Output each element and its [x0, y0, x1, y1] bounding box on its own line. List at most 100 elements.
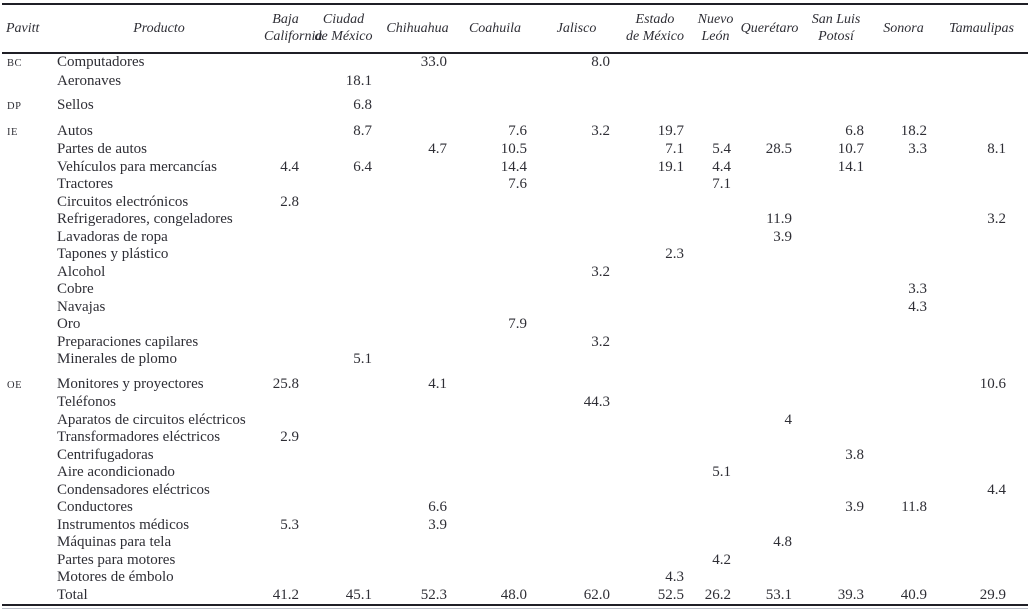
- product-name-cell: Motores de émbolo: [57, 569, 174, 586]
- value-cell: [307, 141, 380, 159]
- product-name-cell: Computadores: [57, 54, 145, 71]
- value-cell: [692, 369, 739, 395]
- table-row: Motores de émbolo 4.3: [2, 569, 1028, 587]
- product-name-cell: Instrumentos médicos: [57, 516, 190, 533]
- pavitt-code-cell: [2, 264, 54, 282]
- header-state-line: Coahuila: [468, 20, 522, 36]
- value-cell: [739, 176, 800, 194]
- value-cell: [380, 229, 455, 247]
- value-cell: [935, 517, 1028, 535]
- pavitt-product-table: Pavitt Producto Baja California Ciudad de M…: [2, 3, 1028, 607]
- header-state-line: San Luis: [811, 12, 861, 27]
- header-state-line: California: [264, 29, 323, 45]
- header-state-queretaro: Querétaro: [739, 4, 800, 55]
- value-cell: [535, 316, 618, 334]
- pavitt-code-cell: [2, 299, 54, 317]
- header-state-line: de México: [626, 29, 684, 45]
- product-name-cell: Centrifugadoras: [57, 446, 154, 463]
- product-name-cell: Tapones y plástico: [57, 246, 169, 263]
- table-body: BC Computadores 33.0 8.0 Aeronaves 18.1 DP Sell…: [2, 53, 1028, 607]
- value-cell: [618, 534, 692, 552]
- value-cell: [455, 229, 535, 247]
- value-cell: [935, 194, 1028, 212]
- value-cell: [872, 351, 935, 369]
- value-cell: [739, 552, 800, 570]
- value-cell: [692, 569, 739, 587]
- value-cell: [935, 229, 1028, 247]
- value-cell: [618, 499, 692, 517]
- value-cell: [800, 552, 872, 570]
- value-cell: [455, 534, 535, 552]
- value-cell: 4.7: [428, 141, 447, 158]
- header-state-tamaulipas: Tamaulipas: [935, 4, 1028, 55]
- header-state-line: Tamaulipas: [949, 20, 1014, 36]
- value-cell: [535, 159, 618, 177]
- value-cell: [380, 246, 455, 264]
- table-row: Tapones y plástico 2.3: [2, 246, 1028, 264]
- value-cell: 39.3: [800, 586, 872, 607]
- value-cell: [455, 351, 535, 369]
- value-cell: [692, 351, 739, 369]
- value-cell: 18.2: [900, 122, 927, 139]
- value-cell: [872, 176, 935, 194]
- value-cell: 4: [784, 411, 793, 428]
- header-state-line: Baja: [272, 12, 299, 27]
- table-row: Cobre 3.3: [2, 281, 1028, 299]
- header-state-line: Sonora: [883, 20, 924, 36]
- value-cell: [307, 534, 380, 552]
- value-cell: [264, 211, 307, 229]
- value-cell: [935, 281, 1028, 299]
- value-cell: 3.3: [908, 281, 927, 298]
- table-row: Condensadores eléctricos 4.4: [2, 482, 1028, 500]
- value-cell: 48.0: [455, 586, 535, 607]
- pavitt-code-cell: [2, 429, 54, 447]
- value-cell: [618, 351, 692, 369]
- value-cell: [739, 447, 800, 465]
- value-cell: [618, 53, 692, 73]
- value-cell: [692, 246, 739, 264]
- value-cell: 7.6: [508, 176, 527, 193]
- value-cell: [692, 429, 739, 447]
- value-cell: [739, 569, 800, 587]
- value-cell: [380, 447, 455, 465]
- value-cell: [535, 447, 618, 465]
- value-cell: [307, 369, 380, 395]
- value-cell: [455, 281, 535, 299]
- value-cell: [380, 569, 455, 587]
- value-cell: [380, 429, 455, 447]
- pavitt-code-cell: [2, 412, 54, 430]
- value-cell: [380, 334, 455, 352]
- value-cell: [800, 569, 872, 587]
- value-cell: [307, 464, 380, 482]
- product-name-cell: Minerales de plomo: [57, 351, 177, 368]
- pavitt-code-cell: IE: [7, 126, 18, 138]
- value-cell: [307, 53, 380, 73]
- value-cell: [692, 412, 739, 430]
- pavitt-code-cell: [2, 534, 54, 552]
- table-row: IE Autos 8.7 7.6 3.2 19.7 6.8 18.2: [2, 116, 1028, 142]
- table-row: Total 41.2 45.1 52.3 48.0 62.0 52.5 26.2 53.1 39.…: [2, 586, 1028, 607]
- value-cell: 44.3: [583, 394, 610, 411]
- value-cell: [692, 447, 739, 465]
- value-cell: [618, 412, 692, 430]
- value-cell: [935, 412, 1028, 430]
- value-cell: [800, 264, 872, 282]
- value-cell: [935, 53, 1028, 73]
- value-cell: [739, 369, 800, 395]
- value-cell: [380, 90, 455, 116]
- pavitt-code-cell: [2, 316, 54, 334]
- value-cell: 4.2: [712, 551, 731, 568]
- pavitt-code-cell: [2, 552, 54, 570]
- value-cell: [692, 194, 739, 212]
- pavitt-code-cell: [2, 194, 54, 212]
- value-cell: [739, 316, 800, 334]
- value-cell: 3.2: [987, 211, 1006, 228]
- value-cell: 5.4: [712, 141, 731, 158]
- table-row: Instrumentos médicos 5.3 3.9: [2, 517, 1028, 535]
- value-cell: [380, 73, 455, 91]
- value-cell: [618, 229, 692, 247]
- table-row: Oro 7.9: [2, 316, 1028, 334]
- value-cell: [307, 517, 380, 535]
- value-cell: [380, 264, 455, 282]
- value-cell: [739, 429, 800, 447]
